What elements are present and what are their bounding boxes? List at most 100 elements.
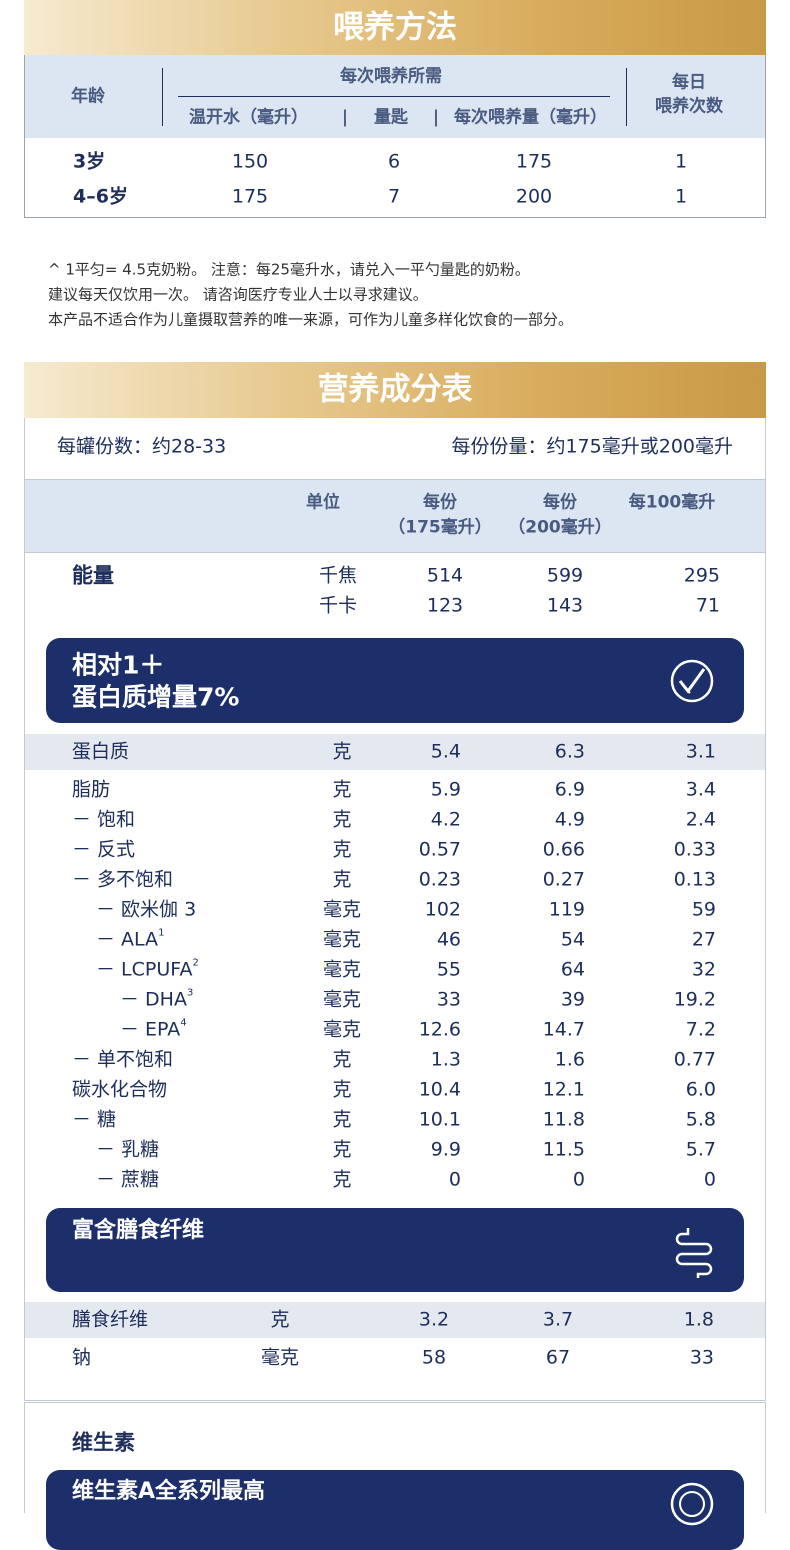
header-col: 每次喂养量（毫升） xyxy=(454,107,607,128)
value-cell: 6.9 xyxy=(554,778,585,801)
value-cell: 0.66 xyxy=(542,838,585,861)
value-cell: 143 xyxy=(546,594,584,617)
value-cell: 5.4 xyxy=(430,740,461,763)
nutrient-label: － 欧米伽 3 xyxy=(96,898,197,921)
value-cell: 6.0 xyxy=(685,1078,716,1101)
banner-text: 维生素A全系列最高 xyxy=(72,1479,266,1504)
divider xyxy=(162,68,163,126)
separator: | xyxy=(432,107,440,128)
value-cell: 119 xyxy=(548,898,585,921)
unit-cell: 克 xyxy=(270,1308,290,1331)
value-cell: 200 xyxy=(515,185,553,208)
nutrient-label: － 反式 xyxy=(72,838,136,861)
unit-cell: 千卡 xyxy=(318,594,358,617)
value-cell: 10.1 xyxy=(418,1108,461,1131)
feeding-table: 年龄 每次喂养所需 温开水（毫升） | 量匙 | 每次喂养量（毫升） 每日 喂养… xyxy=(24,55,766,218)
value-cell: 6.3 xyxy=(554,740,585,763)
nutrition-box xyxy=(24,418,766,1401)
value-cell: 0 xyxy=(448,1168,461,1191)
header-group: 每次喂养所需 xyxy=(340,66,442,87)
header-col: （200毫升） xyxy=(508,517,612,538)
value-cell: 0.27 xyxy=(542,868,585,891)
nutrient-label: － ALA1 xyxy=(96,927,165,951)
unit-cell: 克 xyxy=(332,778,352,801)
nutrient-label: 钠 xyxy=(72,1346,92,1369)
value-cell: 0.77 xyxy=(673,1048,716,1071)
nutrient-label: － 单不饱和 xyxy=(72,1048,174,1071)
unit-cell: 克 xyxy=(332,1108,352,1131)
value-cell: 33 xyxy=(436,988,461,1011)
value-cell: 7 xyxy=(387,185,401,208)
note-line: 建议每天仅饮用一次。 请咨询医疗专业人士以寻求建议。 xyxy=(48,285,428,304)
header-daily: 每日 xyxy=(672,72,706,93)
value-cell: 3.2 xyxy=(418,1308,450,1331)
unit-cell: 千焦 xyxy=(318,564,358,587)
unit-cell: 毫克 xyxy=(322,898,362,921)
value-cell: 2.4 xyxy=(685,808,716,831)
title-bar: 喂养方法 xyxy=(24,0,766,56)
footnote-mark: 2 xyxy=(192,957,199,969)
unit-cell: 毫克 xyxy=(322,928,362,951)
header-col: 每份 xyxy=(423,492,457,513)
value-cell: 123 xyxy=(426,594,464,617)
unit-cell: 克 xyxy=(332,1078,352,1101)
value-cell: 6 xyxy=(387,150,401,173)
value-cell: 0 xyxy=(572,1168,585,1191)
value-cell: 1.8 xyxy=(683,1308,714,1331)
value-cell: 32 xyxy=(691,958,716,981)
row-highlight xyxy=(25,1302,765,1338)
value-cell: 514 xyxy=(426,564,464,587)
section-title: 喂养方法 xyxy=(333,9,457,46)
footnote-mark: 3 xyxy=(186,987,194,999)
nutrient-label: － 乳糖 xyxy=(96,1138,160,1161)
unit-cell: 克 xyxy=(332,868,352,891)
value-cell: 59 xyxy=(691,898,716,921)
servings: 每罐份数：约28-33 xyxy=(57,435,227,458)
age-cell: 4–6岁 xyxy=(73,185,128,208)
value-cell: 55 xyxy=(436,958,461,981)
banner-text: 富含膳食纤维 xyxy=(72,1218,205,1243)
intestine-icon xyxy=(675,1228,713,1278)
value-cell: 19.2 xyxy=(673,988,716,1011)
note-line: ^ 1平匀= 4.5克奶粉。 注意：每25毫升水，请兑入一平勺量匙的奶粉。 xyxy=(48,260,530,279)
value-cell: 0.23 xyxy=(418,868,461,891)
value-cell: 14.7 xyxy=(542,1018,585,1041)
header-col: 量匙 xyxy=(374,107,408,128)
value-cell: 295 xyxy=(683,564,720,587)
value-cell: 4.9 xyxy=(554,808,585,831)
header-daily: 喂养次数 xyxy=(655,96,723,117)
value-cell: 150 xyxy=(231,150,269,173)
nutrient-label: － LCPUFA2 xyxy=(96,957,199,981)
energy-label: 能量 xyxy=(72,563,114,588)
unit-cell: 毫克 xyxy=(322,988,362,1011)
note-line: 本产品不适合作为儿童摄取营养的唯一来源，可作为儿童多样化饮食的一部分。 xyxy=(48,310,574,329)
unit-cell: 毫克 xyxy=(322,1018,362,1041)
value-cell: 46 xyxy=(436,928,461,951)
age-cell: 3岁 xyxy=(73,150,106,173)
banner: 富含膳食纤维 xyxy=(46,1208,744,1292)
header-col: （175毫升） xyxy=(388,517,492,538)
vitamin-box xyxy=(24,1402,766,1513)
unit-cell: 克 xyxy=(332,740,352,763)
value-cell: 175 xyxy=(231,185,269,208)
separator: | xyxy=(341,107,349,128)
value-cell: 5.8 xyxy=(685,1108,716,1131)
value-cell: 71 xyxy=(695,594,720,617)
value-cell: 12.1 xyxy=(542,1078,585,1101)
value-cell: 27 xyxy=(691,928,716,951)
value-cell: 33 xyxy=(689,1346,714,1369)
value-cell: 3.7 xyxy=(542,1308,574,1331)
divider xyxy=(626,68,627,126)
nutrient-label: 蛋白质 xyxy=(72,740,130,763)
value-cell: 11.5 xyxy=(542,1138,585,1161)
banner-text: 蛋白质增量7% xyxy=(72,682,240,712)
footnote-mark: 4 xyxy=(180,1017,187,1029)
value-cell: 64 xyxy=(560,958,585,981)
value-cell: 3.4 xyxy=(685,778,716,801)
banner-text: 相对1＋ xyxy=(72,650,165,680)
unit-cell: 毫克 xyxy=(322,958,362,981)
value-cell: 39 xyxy=(560,988,585,1011)
value-cell: 1.6 xyxy=(554,1048,585,1071)
header-unit: 单位 xyxy=(306,492,340,513)
nutrient-label: 膳食纤维 xyxy=(72,1308,149,1331)
